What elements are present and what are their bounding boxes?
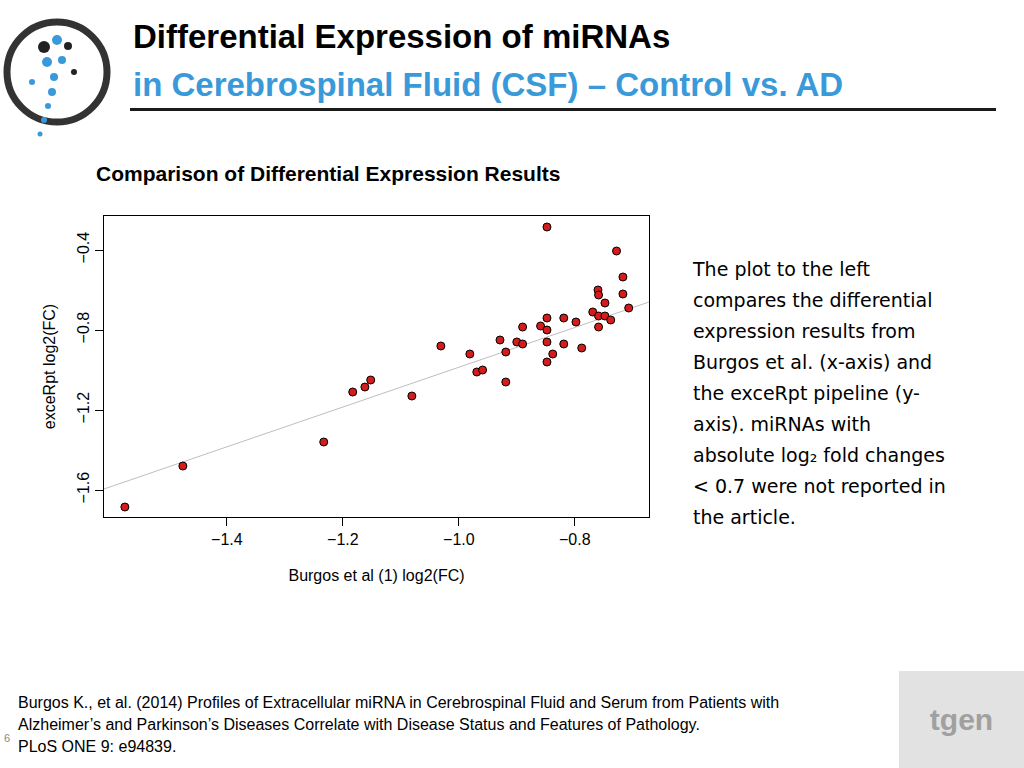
svg-text:−1.2: −1.2 (327, 531, 359, 548)
html-text:Comparison of Differential Exp: Comparison of Differential Expression Re… (96, 162, 561, 185)
html-text:The plot to the left: The plot to the left (693, 258, 870, 280)
svg-text:−1.2: −1.2 (75, 392, 92, 424)
svg-text:−1.0: −1.0 (443, 531, 475, 548)
svg-text:−0.8: −0.8 (559, 531, 591, 548)
svg-text:exceRpt log2(FC): exceRpt log2(FC) (41, 304, 58, 429)
html-text:6: 6 (4, 732, 11, 744)
html-text:the article.: the article. (693, 506, 796, 528)
html-text:absolute log₂ fold changes: absolute log₂ fold changes (693, 444, 945, 466)
svg-text:Burgos et al (1) log2(FC): Burgos et al (1) log2(FC) (288, 567, 464, 584)
html-text:the exceRpt pipeline (y-: the exceRpt pipeline (y- (693, 382, 920, 404)
svg-text:−0.8: −0.8 (75, 312, 92, 344)
html-text:axis). miRNAs with: axis). miRNAs with (693, 413, 871, 435)
svg-text:−1.4: −1.4 (211, 531, 243, 548)
html-text:expression results from: expression results from (693, 320, 916, 342)
html-text:Burgos K., et al. (2014) Profi: Burgos K., et al. (2014) Profiles of Ext… (18, 694, 780, 711)
html-text:< 0.7 were not reported in: < 0.7 were not reported in (693, 475, 946, 497)
html-text:Burgos et al. (x-axis) and: Burgos et al. (x-axis) and (693, 351, 933, 373)
svg-text:−1.6: −1.6 (75, 472, 92, 504)
html-text:tgen: tgen (929, 702, 994, 736)
html-text:in Cerebrospinal Fluid (CSF) –: in Cerebrospinal Fluid (CSF) – Control v… (133, 66, 844, 103)
html-text:compares the differential: compares the differential (693, 289, 933, 311)
html-text:Differential Expression of miR: Differential Expression of miRNAs (133, 18, 671, 55)
svg-text:−0.4: −0.4 (75, 232, 92, 264)
html-text:Alzheimer’s and Parkinson’s Di: Alzheimer’s and Parkinson’s Diseases Cor… (18, 716, 700, 733)
html-text:PLoS ONE 9: e94839.: PLoS ONE 9: e94839. (18, 738, 177, 755)
